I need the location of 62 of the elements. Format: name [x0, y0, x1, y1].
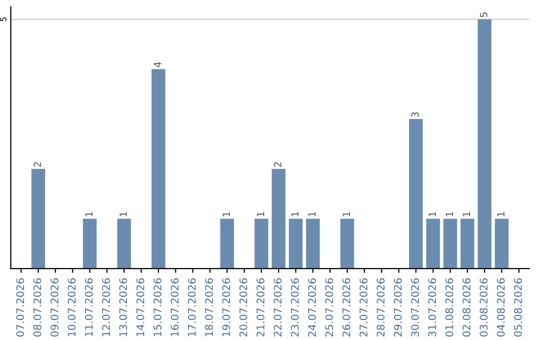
x-tick-label: 07.07.2026	[16, 278, 24, 337]
bar	[117, 218, 131, 269]
data-label: 1	[291, 212, 298, 216]
bar	[494, 218, 509, 269]
bar	[460, 218, 474, 269]
data-label: 1	[308, 212, 316, 216]
data-label: 1	[497, 212, 504, 216]
data-label: 5	[480, 12, 488, 18]
data-label: 2	[34, 162, 41, 167]
data-label: 1	[257, 212, 264, 216]
x-tick-label: 14.07.2026	[136, 278, 144, 336]
data-label: 1	[428, 212, 436, 216]
x-tick-label: 17.07.2026	[188, 278, 196, 336]
bar	[152, 69, 166, 269]
x-tick-label: 30.07.2026	[411, 278, 419, 336]
x-tick-label: 19.07.2026	[222, 278, 230, 336]
bar	[340, 218, 354, 269]
data-label: 1	[222, 212, 230, 216]
x-tick-label: 03.08.2026	[480, 278, 488, 337]
x-tick-label: 25.07.2026	[325, 278, 334, 337]
bar	[478, 19, 492, 269]
data-label: 1	[120, 212, 127, 216]
bar	[272, 168, 286, 269]
x-tick-label: 24.07.2026	[308, 278, 316, 337]
bar	[443, 218, 458, 269]
x-tick-label: 22.07.2026	[274, 278, 282, 337]
x-tick-label: 23.07.2026	[290, 278, 299, 337]
x-tick-label: 26.07.2026	[342, 278, 350, 337]
data-label: 1	[85, 212, 92, 216]
x-tick-label: 29.07.2026	[394, 278, 402, 337]
x-tick-label: 15.07.2026	[154, 278, 162, 336]
x-tick-label: 13.07.2026	[119, 278, 128, 336]
x-tick-label: 05.08.2026	[514, 278, 522, 337]
x-tick-label: 16.07.2026	[170, 278, 179, 336]
bar	[82, 218, 97, 269]
data-label: 2	[274, 162, 282, 167]
bar	[220, 218, 234, 269]
x-tick-label: 12.07.2026	[102, 278, 110, 336]
bar	[426, 218, 440, 269]
x-tick-label: 28.07.2026	[376, 278, 385, 337]
x-tick-label: 20.07.2026	[239, 278, 248, 337]
data-label: 1	[446, 212, 453, 216]
x-tick-label: 18.07.2026	[205, 278, 213, 336]
x-tick-label: 02.08.2026	[462, 278, 470, 337]
data-label: 1	[463, 212, 470, 216]
x-tick-label: 31.07.2026	[428, 278, 436, 336]
bar	[306, 218, 320, 269]
data-label: 3	[411, 112, 419, 117]
bar	[254, 218, 268, 269]
data-label: 4	[154, 62, 162, 68]
bar	[288, 218, 303, 269]
x-tick-label: 01.08.2026	[445, 278, 454, 337]
x-tick-label: 27.07.2026	[360, 278, 368, 337]
x-tick-label: 08.07.2026	[33, 278, 42, 337]
x-tick-label: 11.07.2026	[84, 278, 93, 336]
x-tick-label: 09.07.2026	[50, 278, 58, 337]
x-tick-label: 10.07.2026	[68, 278, 76, 336]
data-label: 1	[342, 212, 350, 216]
bar	[409, 119, 423, 269]
x-tick-label: 21.07.2026	[256, 278, 264, 337]
bar	[31, 168, 46, 269]
x-tick-label: 04.08.2026	[496, 278, 505, 337]
